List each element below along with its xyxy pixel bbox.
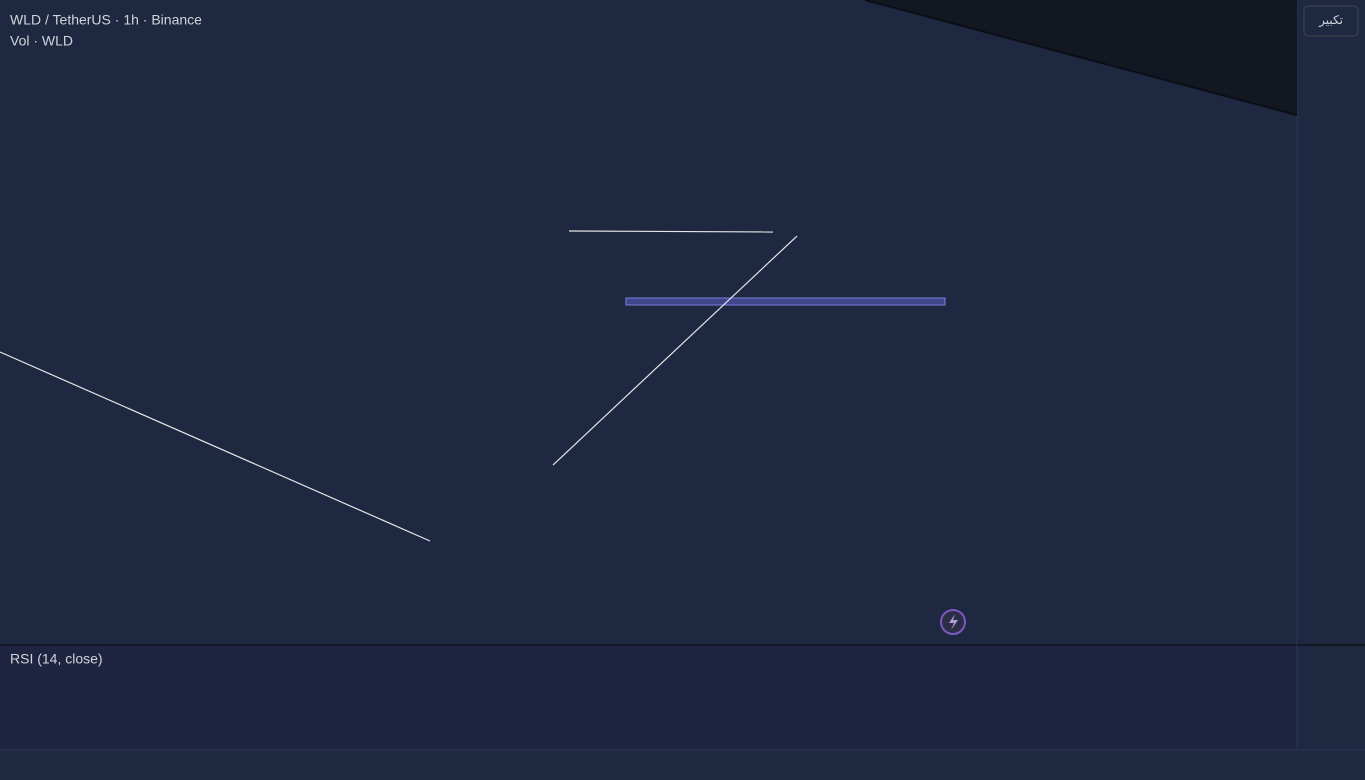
zone-rectangle	[625, 297, 946, 306]
volume-title: Vol · WLD	[10, 33, 73, 49]
trend-line	[0, 351, 431, 542]
trend-line	[568, 230, 774, 233]
trend-line	[552, 235, 798, 466]
zoom-button[interactable]	[1303, 5, 1359, 37]
drawings	[0, 230, 966, 635]
rsi-pane	[0, 645, 1297, 750]
zoom-button-label[interactable]: تكبير	[1318, 13, 1343, 28]
chart-title: WLD / TetherUS · 1h · Binance	[10, 12, 202, 28]
overlays	[864, 0, 1298, 116]
lightning-glyph	[949, 614, 958, 630]
trend-line	[864, 0, 1298, 116]
labels: WLD / TetherUS · 1h · Binance Vol · WLD …	[10, 5, 1359, 667]
rsi-title: RSI (14, close)	[10, 651, 103, 667]
